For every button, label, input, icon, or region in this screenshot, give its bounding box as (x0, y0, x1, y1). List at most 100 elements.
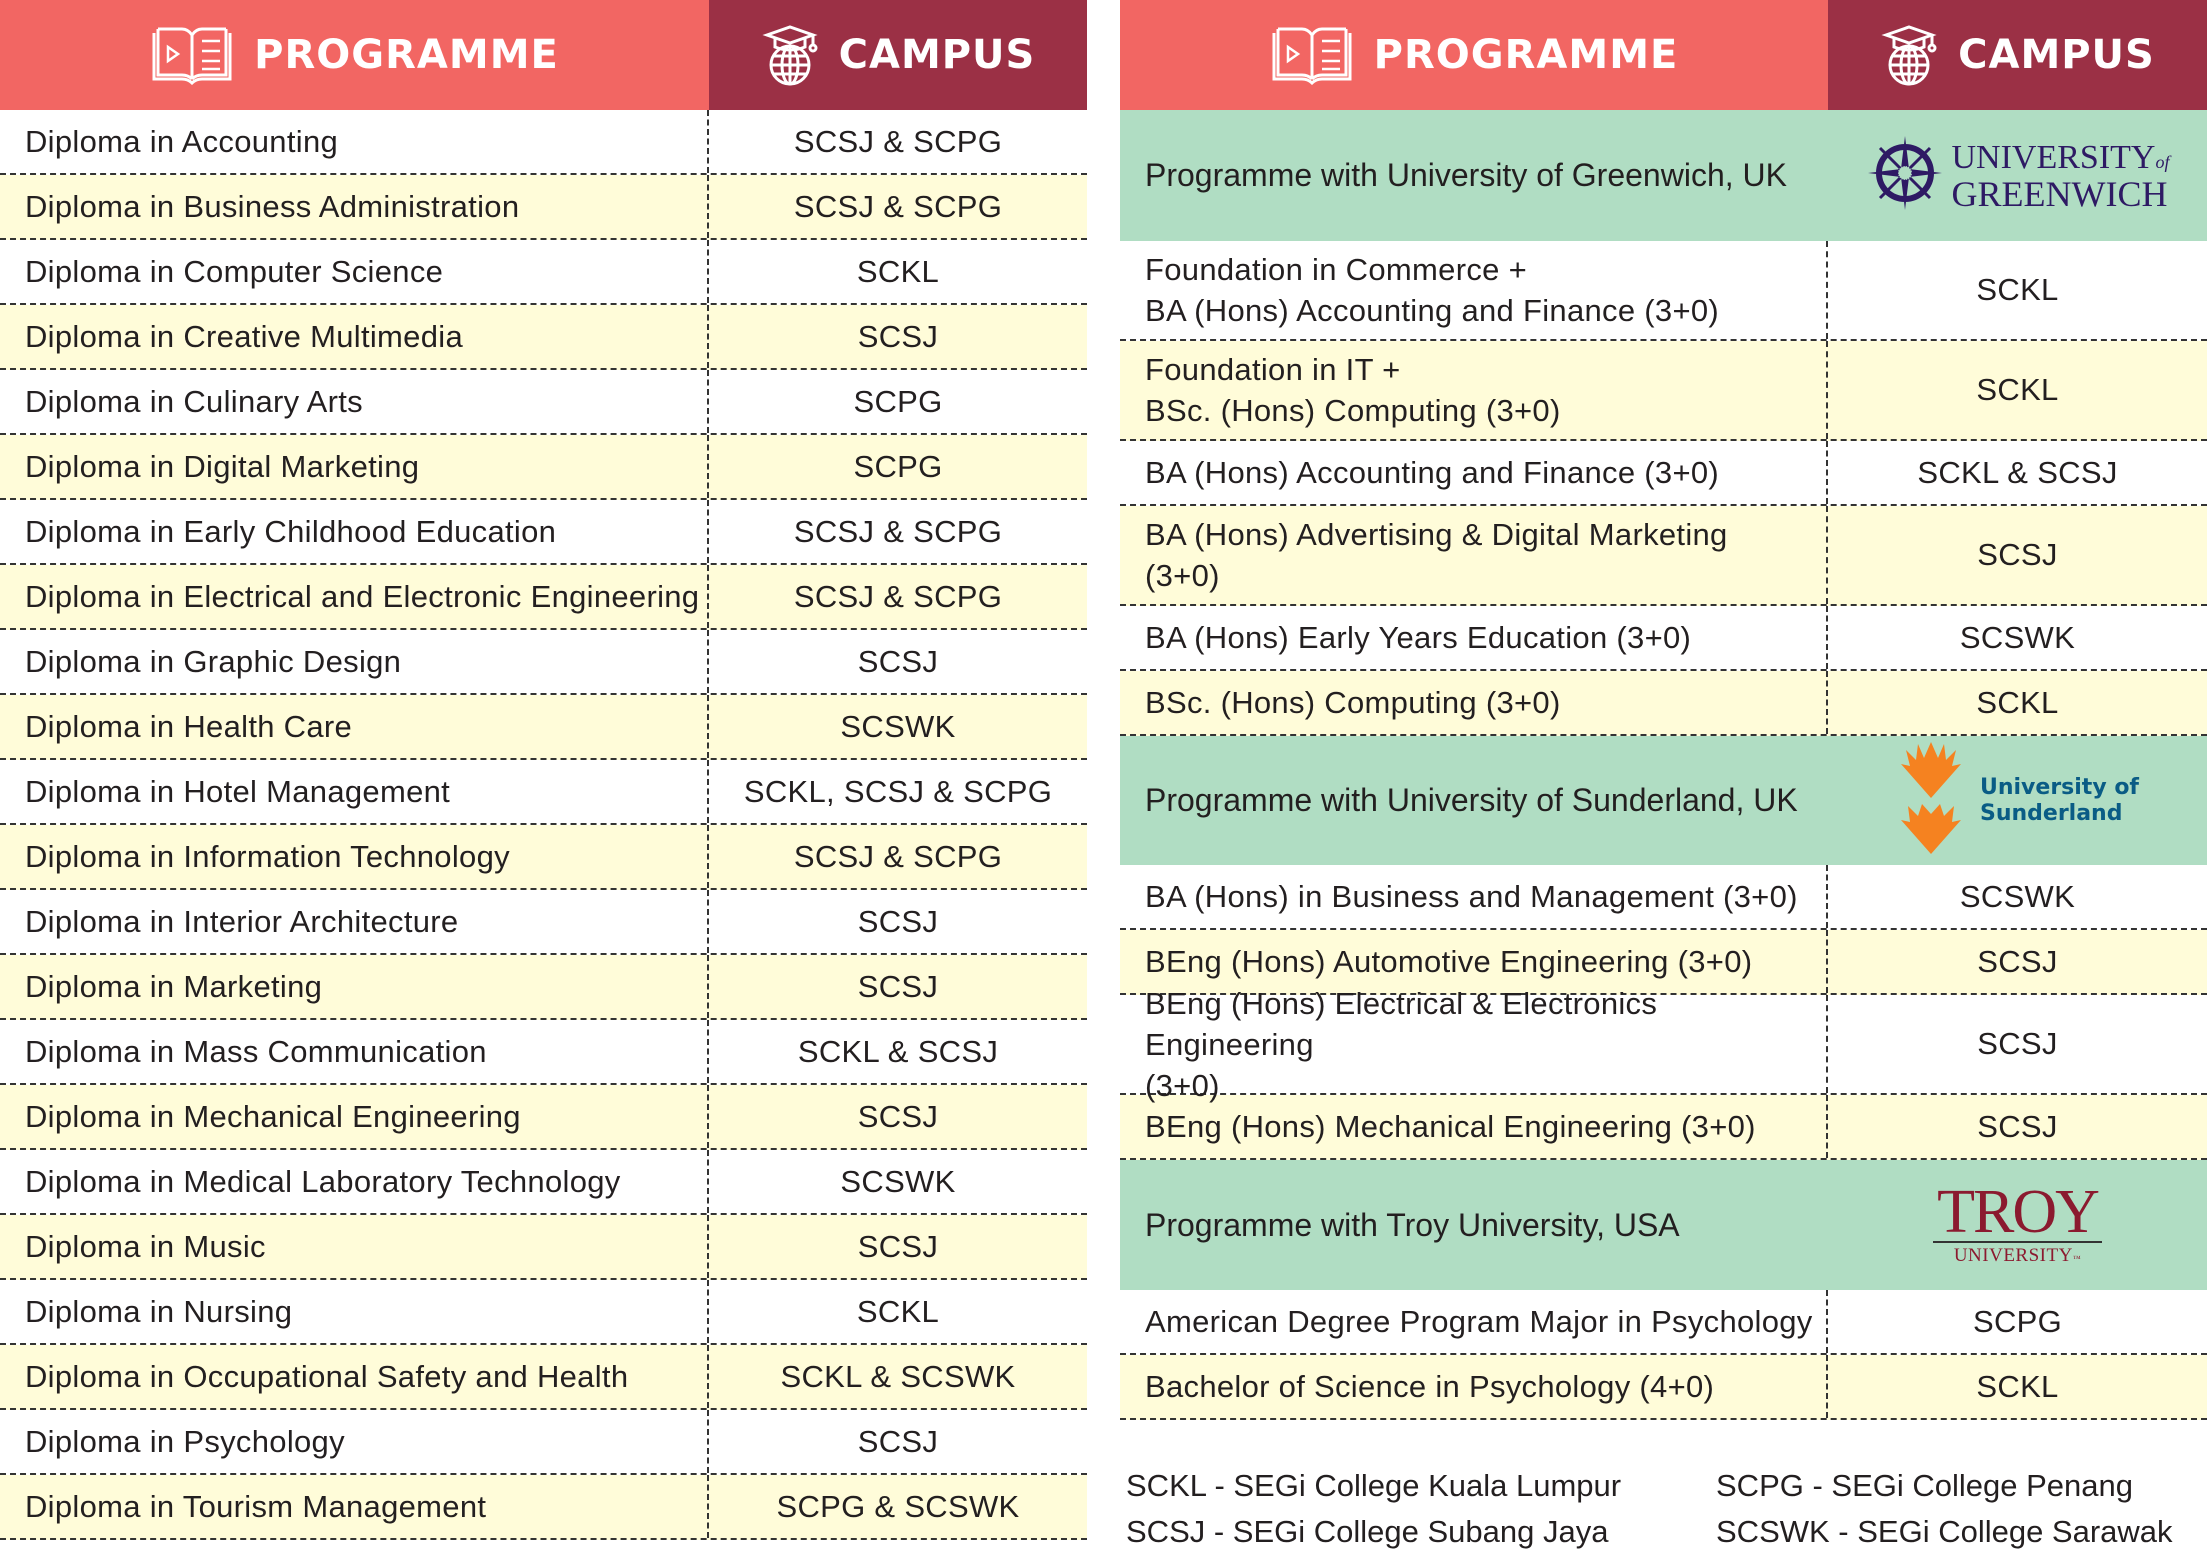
programme-name-line: Bachelor of Science in Psychology (4+0) (1145, 1369, 1715, 1404)
programme-name: Foundation in IT + BSc. (Hons) Computing … (1120, 341, 1828, 439)
table-row: Diploma in Accounting SCSJ & SCPG (0, 110, 1087, 175)
programme-name-line: BEng (Hons) Mechanical Engineering (3+0) (1145, 1109, 1756, 1144)
greenwich-programmes: Foundation in Commerce + BA (Hons) Accoun… (1120, 241, 2207, 736)
campus-value: SCSJ (857, 643, 939, 679)
campus-value: SCSJ (857, 1423, 939, 1459)
campus-value: SCSWK (840, 1163, 956, 1199)
programme-name: BA (Hons) Advertising & Digital Marketin… (1120, 506, 1828, 604)
campus-value: SCKL & SCSWK (780, 1358, 1016, 1394)
table-row: Diploma in Creative Multimedia SCSJ (0, 305, 1087, 370)
table-row: Diploma in Hotel Management SCKL, SCSJ & … (0, 760, 1087, 825)
campus-value: SCSJ (1977, 537, 2058, 572)
greenwich-logo: UNIVERSITYof GREENWICH (1828, 110, 2207, 241)
troy-logo-line1: TROY (1933, 1181, 2102, 1243)
campus-value: SCKL, SCSJ & SCPG (743, 773, 1053, 809)
programme-name: BEng (Hons) Electrical & Electronics Eng… (1120, 986, 1828, 1103)
table-row: American Degree Program Major in Psychol… (1120, 1290, 2207, 1355)
campus-header-label: CAMPUS (838, 32, 1036, 78)
programme-name-line: BSc. (Hons) Computing (3+0) (1145, 685, 1561, 720)
campus-value: SCSJ (1977, 1026, 2058, 1061)
programme-name: Diploma in Graphic Design (0, 630, 709, 693)
programme-name: Diploma in Computer Science (0, 240, 709, 303)
table-row: Diploma in Medical Laboratory Technology… (0, 1150, 1087, 1215)
programme-name: BA (Hons) in Business and Management (3+… (1120, 865, 1828, 928)
campus-value: SCKL (1976, 684, 2059, 720)
sunburst-icon (1896, 742, 1966, 859)
campus-value: SCKL (1976, 272, 2059, 307)
programme-name: BEng (Hons) Mechanical Engineering (3+0) (1120, 1095, 1828, 1158)
programme-header-label: PROGRAMME (254, 32, 559, 78)
open-book-play-icon (1270, 25, 1354, 85)
programme-name-line: (3+0) (1145, 1067, 1220, 1103)
programme-name-line: BSc. (Hons) Computing (3+0) (1145, 393, 1561, 428)
programme-name: Diploma in Hotel Management (0, 760, 709, 823)
troy-programmes: American Degree Program Major in Psychol… (1120, 1290, 2207, 1420)
campus-value: SCKL (856, 253, 940, 289)
table-row: BA (Hons) Accounting and Finance (3+0) SC… (1120, 441, 2207, 506)
programme-name: Bachelor of Science in Psychology (4+0) (1120, 1355, 1828, 1418)
table-row: BA (Hons) in Business and Management (3+… (1120, 865, 2207, 930)
partner-section-troy: Programme with Troy University, USA TROY… (1120, 1160, 2207, 1290)
programme-name-line: BEng (Hons) Automotive Engineering (3+0) (1145, 944, 1753, 979)
campus-value: SCSJ (1977, 943, 2058, 979)
programme-header: PROGRAMME (0, 0, 709, 110)
campus-value: SCSJ & SCPG (793, 578, 1003, 614)
campus-value: SCSWK (1959, 619, 2076, 655)
campus-value: SCPG (853, 448, 943, 484)
table-row: Diploma in Digital Marketing SCPG (0, 435, 1087, 500)
table-row: Diploma in Culinary Arts SCPG (0, 370, 1087, 435)
campus-value: SCSJ & SCPG (793, 188, 1003, 224)
programme-name: BA (Hons) Early Years Education (3+0) (1120, 606, 1828, 669)
programme-name: Diploma in Creative Multimedia (0, 305, 709, 368)
greenwich-logo-line1: UNIVERSITY (1951, 138, 2156, 176)
table-row: Diploma in Business Administration SCSJ &… (0, 175, 1087, 240)
table-row: BA (Hons) Early Years Education (3+0) SCS… (1120, 606, 2207, 671)
programme-name: Diploma in Medical Laboratory Technology (0, 1150, 709, 1213)
table-row: Diploma in Information Technology SCSJ & … (0, 825, 1087, 890)
campus-value: SCKL (856, 1293, 940, 1329)
table-row: Diploma in Mass Communication SCKL & SCSJ (0, 1020, 1087, 1085)
programme-name-line: BA (Hons) Early Years Education (3+0) (1145, 620, 1692, 655)
sunderland-logo-line1: University of (1979, 774, 2140, 800)
programme-name-line: BA (Hons) Accounting and Finance (3+0) (1145, 293, 1720, 328)
table-row: BEng (Hons) Mechanical Engineering (3+0)… (1120, 1095, 2207, 1160)
programme-name-line: Foundation in IT + (1145, 352, 1401, 387)
diploma-panel: PROGRAMME CAMPUS Diploma in Accounting SC… (0, 0, 1087, 1540)
programme-name: Diploma in Occupational Safety and Healt… (0, 1345, 709, 1408)
greenwich-logo-of: of (2155, 151, 2170, 172)
legend-scswk: SCSWK - SEGi College Sarawak (1716, 1514, 2173, 1549)
graduation-globe-icon (761, 23, 819, 87)
table-row: Diploma in Psychology SCSJ (0, 1410, 1087, 1475)
programme-name: Diploma in Marketing (0, 955, 709, 1018)
campus-value: SCPG (853, 383, 943, 419)
programme-name: BA (Hons) Accounting and Finance (3+0) (1120, 441, 1828, 504)
programme-name: Diploma in Health Care (0, 695, 709, 758)
programme-name: BEng (Hons) Automotive Engineering (3+0) (1120, 930, 1828, 993)
campus-value: SCSJ & SCPG (793, 838, 1003, 874)
open-book-play-icon (150, 25, 234, 85)
legend-scsj: SCSJ - SEGi College Subang Jaya (1126, 1514, 1609, 1549)
programme-name: Foundation in Commerce + BA (Hons) Accoun… (1120, 241, 1828, 339)
programme-name: American Degree Program Major in Psychol… (1120, 1290, 1828, 1353)
programme-header: PROGRAMME (1120, 0, 1828, 110)
campus-value: SCSJ & SCPG (793, 513, 1003, 549)
campus-value: SCKL & SCSJ (1917, 454, 2118, 490)
programme-name-line: (3+0) (1145, 558, 1220, 593)
trademark-mark: ™ (2072, 1254, 2082, 1263)
table-row: Diploma in Music SCSJ (0, 1215, 1087, 1280)
campus-value: SCKL (1976, 1368, 2059, 1404)
programme-name-line: BA (Hons) Accounting and Finance (3+0) (1145, 455, 1720, 490)
programme-name: Diploma in Mechanical Engineering (0, 1085, 709, 1148)
programme-name: Diploma in Accounting (0, 110, 709, 173)
table-row: Bachelor of Science in Psychology (4+0) S… (1120, 1355, 2207, 1420)
programme-name-line: BA (Hons) Advertising & Digital Marketin… (1145, 517, 1728, 552)
campus-value: SCSJ (857, 1098, 939, 1134)
campus-value: SCPG (1972, 1303, 2063, 1339)
graduation-globe-icon (1880, 23, 1938, 87)
campus-value: SCSWK (1959, 878, 2076, 914)
campus-header-label: CAMPUS (1958, 32, 2155, 78)
table-header: PROGRAMME CAMPUS (0, 0, 1087, 110)
partner-title: Programme with Troy University, USA (1145, 1206, 1680, 1243)
programme-name-line: BA (Hons) in Business and Management (3+… (1145, 879, 1798, 914)
programme-name: Diploma in Information Technology (0, 825, 709, 888)
